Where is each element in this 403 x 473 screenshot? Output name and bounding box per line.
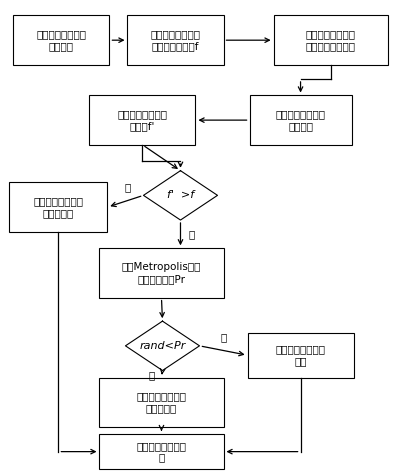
- Text: 计算临时个体的适
应度值f': 计算临时个体的适 应度值f': [117, 109, 168, 131]
- Text: 是: 是: [148, 370, 155, 380]
- Text: f'  >f: f' >f: [167, 190, 194, 201]
- Text: 根据Metropolis准则
计算保留概率Pr: 根据Metropolis准则 计算保留概率Pr: [122, 262, 201, 284]
- Bar: [100, 377, 224, 427]
- Text: 交叉后产生的新种
群: 交叉后产生的新种 群: [137, 441, 187, 463]
- Text: 保留临时个体作为
新了代个体: 保留临时个体作为 新了代个体: [137, 392, 187, 413]
- Text: 保留临时个体作为
新了代个体: 保留临时个体作为 新了代个体: [33, 196, 83, 218]
- Text: 确定相互交叉的父
代，其适应度为f: 确定相互交叉的父 代，其适应度为f: [150, 29, 200, 51]
- Bar: [274, 16, 388, 65]
- Bar: [247, 333, 353, 377]
- Text: rand<Pr: rand<Pr: [139, 341, 186, 351]
- Text: 是: 是: [125, 182, 131, 192]
- Bar: [13, 16, 110, 65]
- Text: 否: 否: [188, 229, 195, 239]
- Text: 将个体按适应度值
降序排列: 将个体按适应度值 降序排列: [36, 29, 86, 51]
- Text: 线性次序交叉产生
临时个体: 线性次序交叉产生 临时个体: [276, 109, 326, 131]
- Bar: [100, 248, 224, 298]
- Polygon shape: [125, 321, 199, 370]
- Bar: [127, 16, 224, 65]
- Text: 确定父代各自的交
叉位置和交叉长度: 确定父代各自的交 叉位置和交叉长度: [305, 29, 355, 51]
- Text: 保留父代作为子代
个体: 保留父代作为子代 个体: [276, 344, 326, 366]
- Bar: [100, 434, 224, 469]
- Text: 否: 否: [220, 333, 226, 342]
- Polygon shape: [143, 171, 218, 220]
- Bar: [9, 183, 108, 232]
- Bar: [249, 96, 351, 145]
- Bar: [89, 96, 195, 145]
